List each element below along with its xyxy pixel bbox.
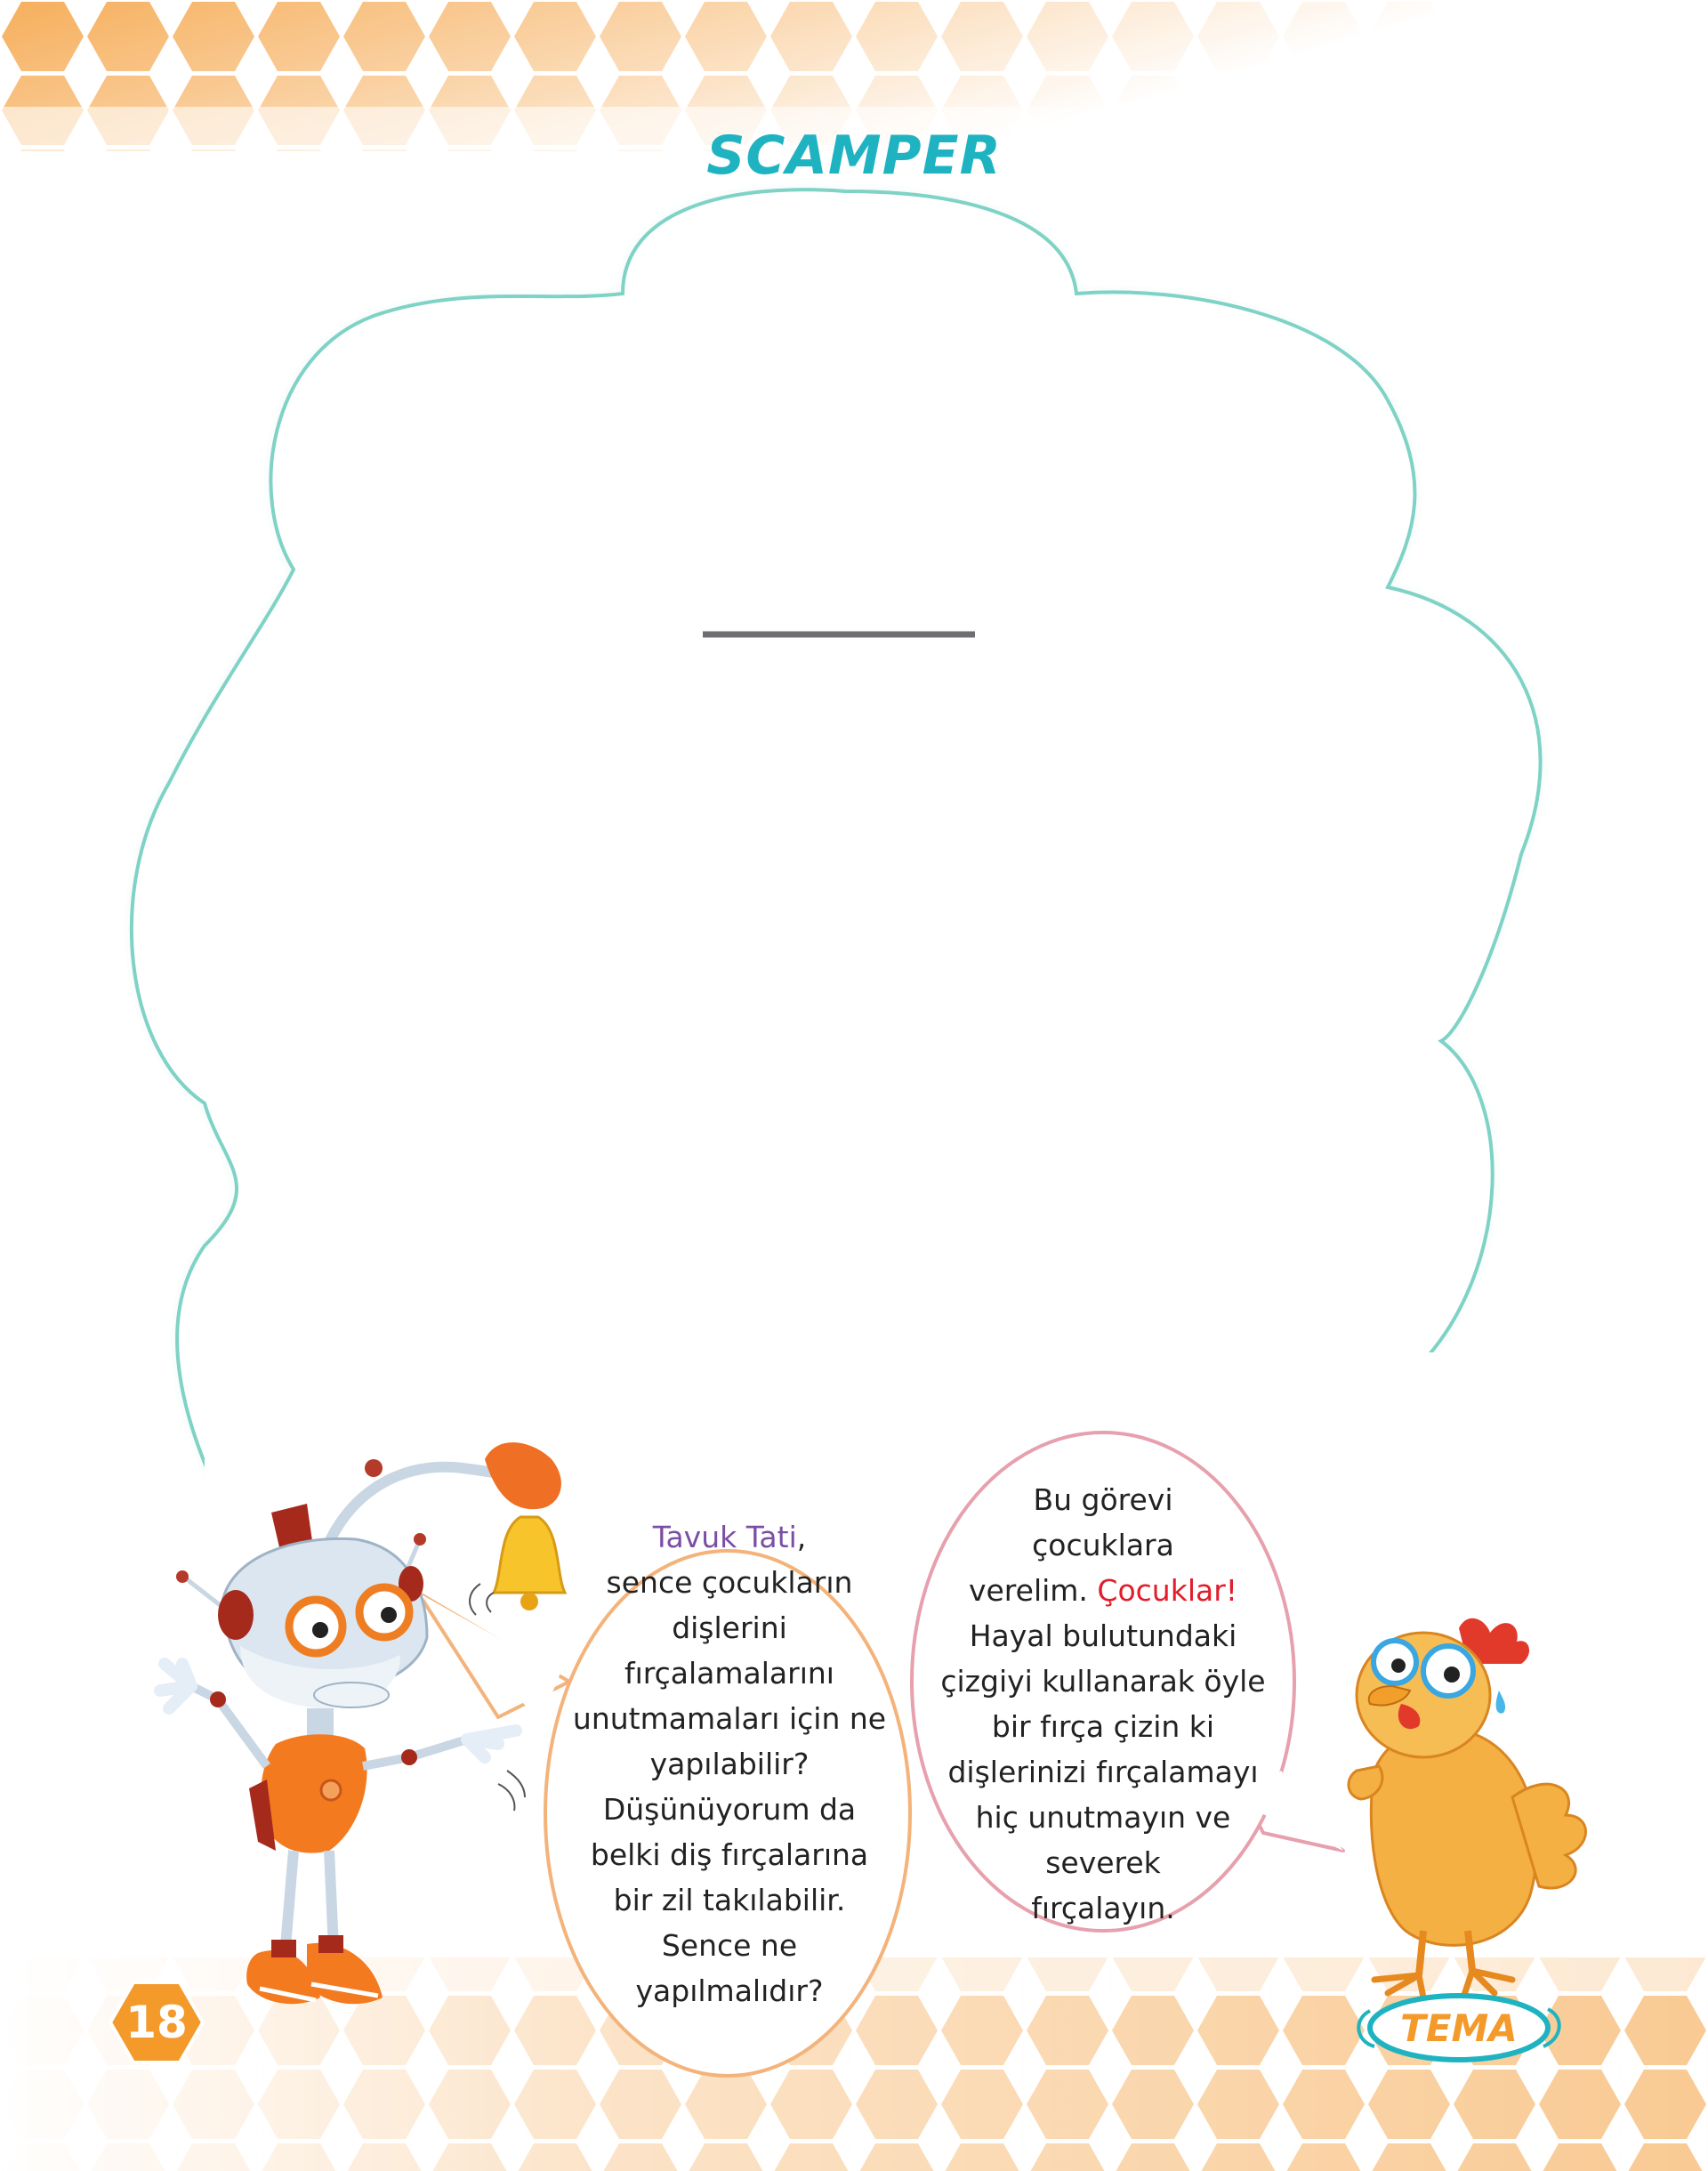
- robot-line-9: bir zil takılabilir.: [613, 1883, 846, 1917]
- page-number: 18: [125, 1997, 188, 2048]
- hen-line-7: dişlerinizi fırçalamayı: [947, 1755, 1259, 1789]
- hen-line-9: severek: [1045, 1845, 1161, 1880]
- hen-line-3: verelim. Çocuklar!: [968, 1573, 1238, 1608]
- robot-line-1: Tavuk Tati,: [652, 1520, 807, 1554]
- robot-speech-bubble: [416, 1549, 912, 2078]
- page-title: SCAMPER: [706, 125, 1002, 187]
- hen-line-4: Hayal bulutundaki: [969, 1618, 1237, 1653]
- robot-line-11: yapılmalıdır?: [635, 1973, 824, 2008]
- robot-character: [154, 1442, 568, 2005]
- robot-line-5: unutmamaları için ne: [572, 1701, 887, 1736]
- hen-speech-bubble: [910, 1431, 1345, 1933]
- robot-line-2: sence çocukların: [606, 1565, 853, 1600]
- honeycomb-top: [0, 0, 1708, 160]
- robot-line-3: dişlerini: [672, 1610, 787, 1645]
- page-number-badge: [108, 1981, 205, 2064]
- robot-line-10: Sence ne: [661, 1928, 798, 1963]
- robot-line-6: yapılabilir?: [649, 1747, 810, 1781]
- hen-line-10: fırçalayın.: [1031, 1891, 1175, 1925]
- hen-speech-text: Bu görevi çocuklara verelim. Çocuklar! H…: [907, 1477, 1299, 1931]
- bell-icon: [491, 1515, 568, 1610]
- robot-line-8: belki diş fırçalarına: [590, 1837, 869, 1872]
- tema-label: TEMA: [1400, 2006, 1518, 2050]
- tema-badge: [1357, 1993, 1561, 2062]
- robot-line-7: Düşünüyorum da: [602, 1792, 857, 1827]
- hen-line-5: çizgiyi kullanarak öyle: [940, 1664, 1266, 1699]
- tavuk-tati-name: Tavuk Tati: [652, 1520, 797, 1554]
- hen-line-2: çocuklara: [1032, 1528, 1174, 1562]
- hen-character: [1347, 1618, 1587, 2001]
- hen-line-1: Bu görevi: [1033, 1482, 1173, 1517]
- hen-line-6: bir fırça çizin ki: [991, 1709, 1215, 1744]
- robot-speech-text: Tavuk Tati, sence çocukların dişlerini f…: [552, 1514, 907, 2014]
- robot-line-4: fırçalamalarını: [624, 1656, 834, 1691]
- cocuklar-call: Çocuklar!: [1097, 1573, 1238, 1608]
- hen-line-8: hiç unutmayın ve: [975, 1800, 1231, 1835]
